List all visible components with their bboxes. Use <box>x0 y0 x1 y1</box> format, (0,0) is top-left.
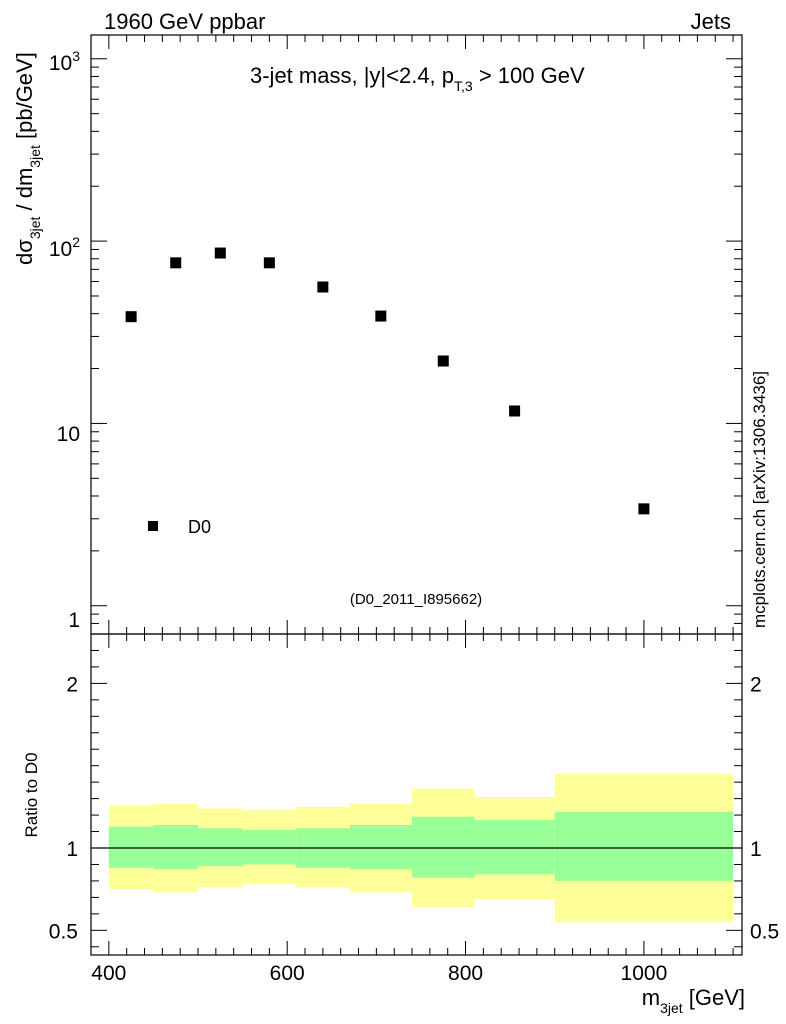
x-tick-label: 800 <box>448 962 483 985</box>
ratio-plot-frame <box>90 633 743 956</box>
inner-band-bin-8 <box>554 811 734 881</box>
data-point-0 <box>125 311 137 323</box>
y-tick-label-1: 1 <box>68 609 80 632</box>
y-tick-label-10: 10 <box>57 423 80 446</box>
inner-band-bin-6 <box>412 816 475 878</box>
mcplots-side-label: mcplots.cern.ch [arXiv:1306.3436] <box>750 371 769 628</box>
x-tick-label: 400 <box>91 962 126 985</box>
plot-frames <box>90 34 743 956</box>
inner-band-bin-2 <box>198 828 243 867</box>
tick-labels: 0.5 0.5 1 1 2 2 400 600 800 1000 <box>49 673 779 985</box>
inner-band-bin-5 <box>349 824 413 870</box>
inner-band-bin-3 <box>242 829 297 865</box>
header-left-label: 1960 GeV ppbar <box>104 9 265 34</box>
inner-band-bin-7 <box>474 820 555 875</box>
analysis-tag: (D0_2011_I895662) <box>350 591 482 608</box>
ratio-y-tick-label-right: 2 <box>750 673 762 696</box>
ratio-y-axis-label: Ratio to D0 <box>22 752 41 837</box>
ratio-bands <box>91 773 742 923</box>
data-point-3 <box>263 257 275 269</box>
legend-label: D0 <box>188 517 211 537</box>
inner-band-bin-1 <box>153 824 199 870</box>
y-tick-label-1000: 103 <box>49 48 80 75</box>
x-tick-label: 600 <box>270 962 305 985</box>
inner-band-bin-0 <box>108 826 154 868</box>
header-right-label: Jets <box>691 9 731 34</box>
x-tick-label: 1000 <box>621 962 668 985</box>
ratio-y-tick-label-left: 0.5 <box>49 920 78 943</box>
ratio-y-tick-label-right: 0.5 <box>750 920 779 943</box>
main-plot-frame <box>90 34 743 635</box>
data-point-8 <box>638 503 650 515</box>
y-tick-label-100: 102 <box>49 234 80 261</box>
main-y-axis-label: dσ3jet / dm3jet [pb/GeV] <box>12 52 43 265</box>
data-points <box>125 247 650 515</box>
data-point-1 <box>170 257 182 269</box>
ratio-y-tick-label-left: 1 <box>66 838 78 861</box>
ratio-y-tick-label-left: 2 <box>66 673 78 696</box>
data-point-5 <box>375 310 387 322</box>
legend-marker <box>148 521 158 531</box>
data-point-2 <box>214 247 226 259</box>
main-plot-title: 3-jet mass, |y|<2.4, pT,3 > 100 GeV <box>250 63 585 94</box>
data-point-6 <box>437 355 449 367</box>
data-point-4 <box>317 281 329 293</box>
x-axis-label: m3jet [GeV] <box>642 985 745 1016</box>
ratio-y-tick-label-right: 1 <box>750 838 762 861</box>
data-point-7 <box>509 405 521 417</box>
